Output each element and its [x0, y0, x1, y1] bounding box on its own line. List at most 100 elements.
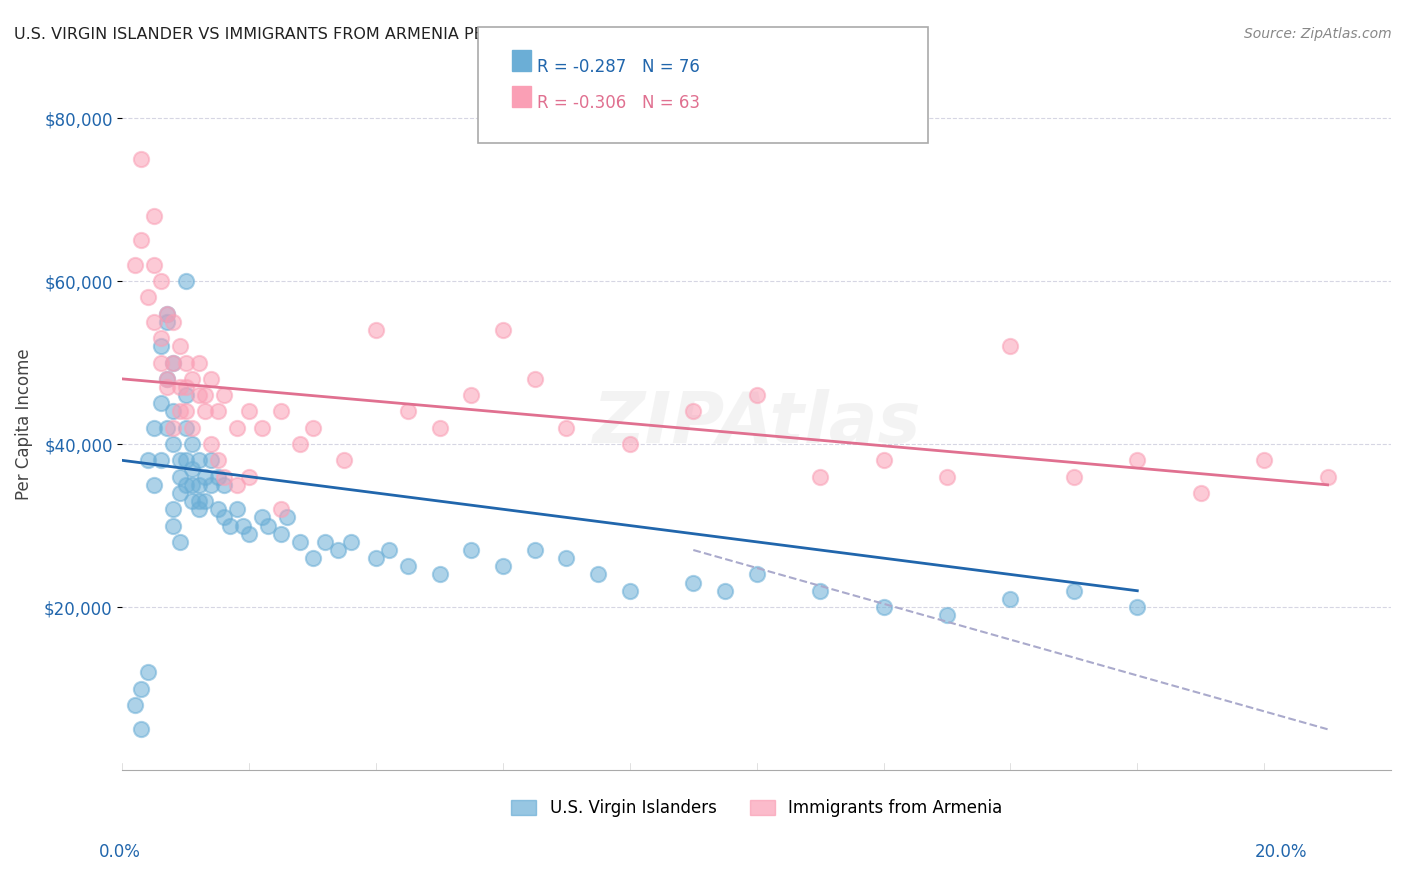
- Point: [523, 543, 546, 558]
- Point: [936, 469, 959, 483]
- Legend: U.S. Virgin Islanders, Immigrants from Armenia: U.S. Virgin Islanders, Immigrants from A…: [505, 793, 1010, 824]
- Point: [212, 478, 235, 492]
- Point: [745, 567, 768, 582]
- Point: [131, 723, 153, 737]
- Point: [619, 437, 641, 451]
- Point: [460, 388, 482, 402]
- Point: [1000, 591, 1022, 606]
- Point: [162, 502, 184, 516]
- Point: [429, 421, 451, 435]
- Point: [156, 307, 179, 321]
- Point: [162, 437, 184, 451]
- Point: [232, 518, 254, 533]
- Point: [270, 526, 292, 541]
- Point: [1316, 469, 1339, 483]
- Point: [143, 478, 166, 492]
- Point: [492, 323, 515, 337]
- Point: [238, 404, 260, 418]
- Point: [174, 421, 197, 435]
- Point: [1253, 453, 1275, 467]
- Point: [378, 543, 401, 558]
- Point: [1126, 600, 1149, 615]
- Point: [136, 665, 159, 680]
- Point: [207, 469, 229, 483]
- Point: [808, 469, 831, 483]
- Point: [124, 698, 146, 712]
- Point: [181, 437, 204, 451]
- Point: [187, 478, 209, 492]
- Point: [149, 453, 172, 467]
- Point: [149, 274, 172, 288]
- Point: [326, 543, 349, 558]
- Point: [339, 534, 361, 549]
- Point: [187, 453, 209, 467]
- Point: [136, 290, 159, 304]
- Point: [212, 510, 235, 524]
- Point: [194, 469, 217, 483]
- Point: [181, 494, 204, 508]
- Point: [143, 315, 166, 329]
- Point: [270, 502, 292, 516]
- Point: [270, 404, 292, 418]
- Point: [181, 461, 204, 475]
- Point: [131, 681, 153, 696]
- Point: [143, 209, 166, 223]
- Point: [149, 331, 172, 345]
- Point: [174, 274, 197, 288]
- Point: [169, 339, 191, 353]
- Point: [396, 559, 419, 574]
- Point: [156, 380, 179, 394]
- Point: [136, 453, 159, 467]
- Point: [238, 526, 260, 541]
- Point: [1000, 339, 1022, 353]
- Point: [156, 372, 179, 386]
- Point: [156, 421, 179, 435]
- Point: [174, 404, 197, 418]
- Point: [169, 404, 191, 418]
- Point: [366, 551, 388, 566]
- Point: [162, 315, 184, 329]
- Point: [238, 469, 260, 483]
- Point: [212, 469, 235, 483]
- Point: [492, 559, 515, 574]
- Point: [162, 356, 184, 370]
- Point: [250, 510, 273, 524]
- Point: [1189, 486, 1212, 500]
- Point: [156, 315, 179, 329]
- Point: [225, 421, 247, 435]
- Point: [162, 404, 184, 418]
- Point: [555, 551, 578, 566]
- Point: [200, 437, 222, 451]
- Point: [288, 437, 311, 451]
- Point: [156, 307, 179, 321]
- Point: [207, 453, 229, 467]
- Point: [682, 404, 704, 418]
- Point: [169, 534, 191, 549]
- Point: [936, 608, 959, 623]
- Point: [808, 583, 831, 598]
- Point: [162, 518, 184, 533]
- Point: [619, 583, 641, 598]
- Point: [169, 380, 191, 394]
- Point: [162, 421, 184, 435]
- Point: [207, 502, 229, 516]
- Point: [301, 551, 323, 566]
- Point: [396, 404, 419, 418]
- Point: [194, 494, 217, 508]
- Point: [207, 404, 229, 418]
- Point: [714, 583, 737, 598]
- Text: R = -0.306   N = 63: R = -0.306 N = 63: [537, 94, 700, 112]
- Point: [200, 372, 222, 386]
- Point: [219, 518, 242, 533]
- Point: [187, 494, 209, 508]
- Text: ZIPAtlas: ZIPAtlas: [592, 389, 921, 458]
- Point: [586, 567, 609, 582]
- Point: [872, 600, 894, 615]
- Point: [174, 356, 197, 370]
- Point: [314, 534, 336, 549]
- Point: [169, 486, 191, 500]
- Point: [872, 453, 894, 467]
- Point: [212, 388, 235, 402]
- Point: [250, 421, 273, 435]
- Point: [288, 534, 311, 549]
